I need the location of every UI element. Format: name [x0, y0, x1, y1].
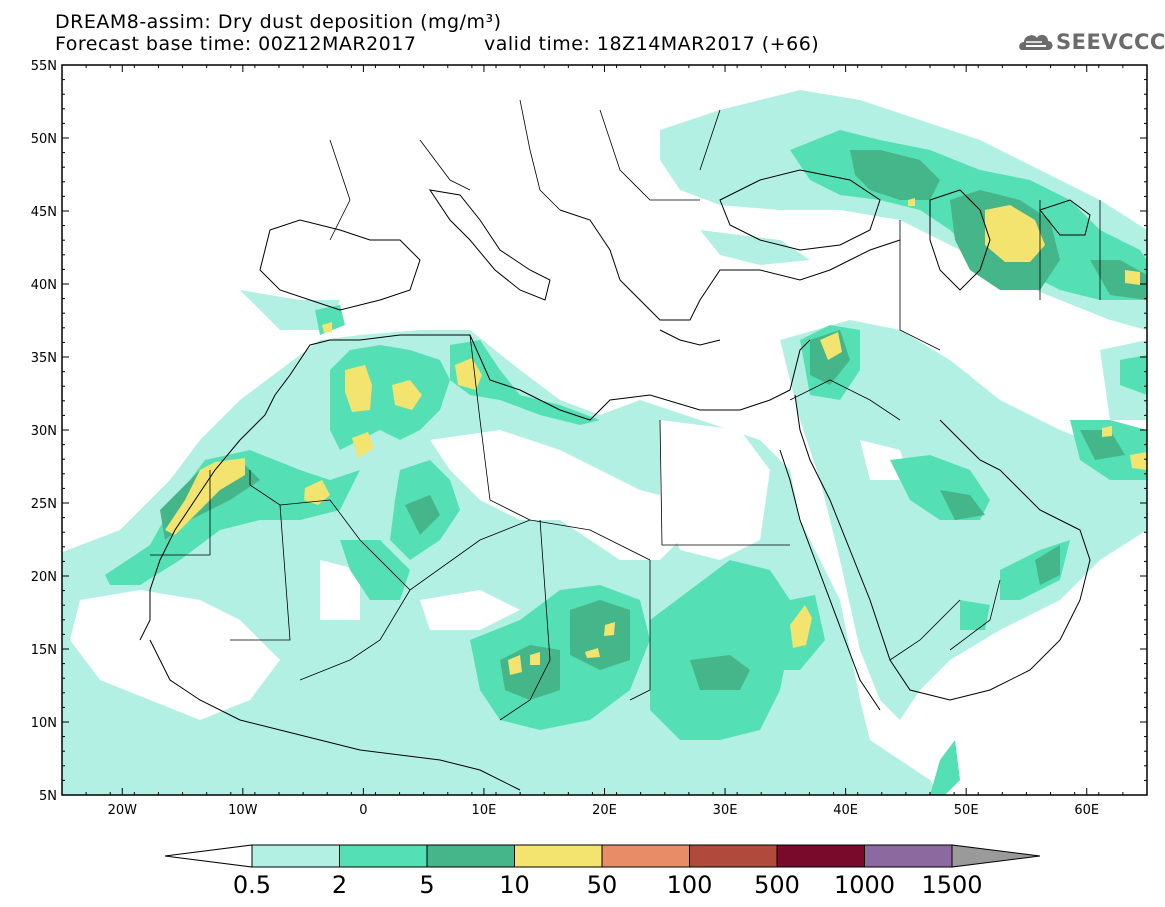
colorbar-under-arrow — [164, 844, 253, 868]
colorbar-swatch — [601, 844, 690, 868]
lon-label: 0 — [359, 803, 367, 818]
colorbar-swatch — [689, 844, 778, 868]
colorbar-label: 10 — [499, 871, 530, 899]
lat-label: 5N — [39, 789, 57, 804]
colorbar-swatch — [426, 844, 515, 868]
cloud-icon — [1019, 34, 1053, 50]
lat-label: 50N — [31, 132, 57, 147]
lat-label: 55N — [31, 59, 57, 74]
lon-label: 10W — [228, 803, 258, 818]
map-title: DREAM8-assim: Dry dust deposition (mg/m³… — [55, 11, 502, 33]
colorbar-over-arrow — [951, 844, 1041, 868]
latitude-axis: 55N 50N 45N 40N 35N 30N 25N 20N 15N 10N 5N — [31, 59, 1147, 804]
lon-label: 20E — [592, 803, 617, 818]
forecast-base-time: Forecast base time: 00Z12MAR2017 — [55, 33, 417, 55]
borders — [150, 99, 1101, 721]
colorbar-label: 2 — [332, 871, 347, 899]
lon-label: 10E — [472, 803, 497, 818]
colorbar-swatch — [864, 844, 953, 868]
colorbar-label: 1500 — [921, 871, 982, 899]
lat-label: 25N — [31, 497, 57, 512]
coastlines — [139, 169, 1091, 791]
lon-label: 30E — [713, 803, 738, 818]
colorbar-swatch — [251, 844, 340, 868]
colorbar-swatch — [339, 844, 428, 868]
lon-label: 40E — [833, 803, 858, 818]
lat-label: 15N — [31, 643, 57, 658]
lat-label: 20N — [31, 570, 57, 585]
colorbar: 0.5 2 5 10 50 100 500 1000 1500 — [164, 844, 1041, 899]
lon-label: 20W — [108, 803, 138, 818]
longitude-axis: 20W 10W 0 10E 20E 30E 40E 50E 60E — [61, 65, 1148, 818]
lat-label: 40N — [31, 278, 57, 293]
colorbar-swatch — [776, 844, 865, 868]
logo-text: SEEVCCC — [1056, 30, 1165, 54]
lat-label: 35N — [31, 351, 57, 366]
lat-label: 10N — [31, 716, 57, 731]
dust-fields — [62, 90, 1147, 795]
lon-label: 60E — [1074, 803, 1099, 818]
colorbar-label: 5 — [419, 871, 434, 899]
lat-label: 45N — [31, 205, 57, 220]
colorbar-label: 1000 — [834, 871, 895, 899]
colorbar-label: 500 — [754, 871, 800, 899]
colorbar-label: 50 — [587, 871, 618, 899]
colorbar-swatch — [514, 844, 603, 868]
colorbar-label: 0.5 — [233, 871, 271, 899]
valid-time: valid time: 18Z14MAR2017 (+66) — [484, 33, 820, 55]
lon-label: 50E — [954, 803, 979, 818]
colorbar-label: 100 — [667, 871, 713, 899]
lat-label: 30N — [31, 424, 57, 439]
